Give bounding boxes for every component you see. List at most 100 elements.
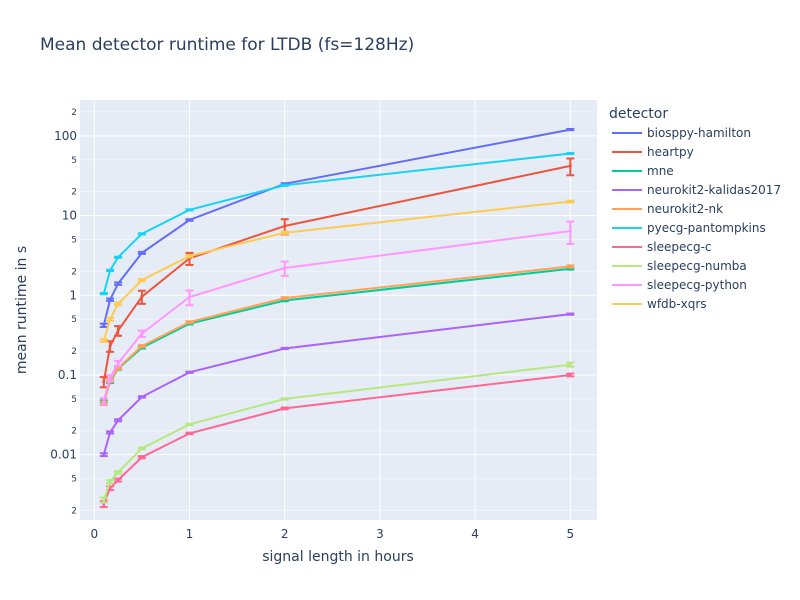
- data-point: [568, 229, 572, 233]
- data-point: [187, 431, 191, 435]
- data-point: [568, 373, 572, 377]
- legend-item-neurokit2-nk[interactable]: neurokit2-nk: [612, 202, 723, 216]
- data-point: [140, 251, 144, 255]
- data-point: [116, 361, 120, 365]
- data-point: [116, 418, 120, 422]
- series-wfdb-xqrs: [99, 199, 575, 343]
- series-neurokit2-kalidas2017: [99, 312, 575, 458]
- data-point: [187, 422, 191, 426]
- y-minor-tick-label: 5: [71, 475, 77, 485]
- legend-item-sleepecg-c[interactable]: sleepecg-c: [612, 240, 712, 254]
- y-tick-label: 0.1: [58, 368, 77, 382]
- legend-label: sleepecg-python: [647, 278, 747, 292]
- series-heartpy: [99, 157, 575, 389]
- data-point: [140, 344, 144, 348]
- x-tick-label: 4: [471, 527, 479, 541]
- y-minor-tick-label: 5: [71, 395, 77, 405]
- data-point: [283, 224, 287, 228]
- legend-label: neurokit2-nk: [647, 202, 723, 216]
- data-point: [283, 266, 287, 270]
- series-pyecg-pantompkins: [99, 151, 575, 296]
- series-sleepecg-numba: [99, 361, 575, 504]
- legend-label: mne: [647, 164, 674, 178]
- plot-background: [80, 100, 597, 520]
- data-point: [568, 312, 572, 316]
- data-point: [108, 480, 112, 484]
- legend-item-pyecg-pantompkins[interactable]: pyecg-pantompkins: [612, 221, 766, 235]
- data-point: [102, 498, 106, 502]
- data-point: [568, 363, 572, 367]
- y-minor-tick-label: 2: [71, 347, 77, 357]
- data-point: [102, 380, 106, 384]
- data-point: [116, 478, 120, 482]
- data-point: [187, 218, 191, 222]
- data-point: [108, 486, 112, 490]
- data-point: [187, 370, 191, 374]
- legend-label: pyecg-pantompkins: [647, 221, 766, 235]
- x-tick-label: 2: [281, 527, 289, 541]
- data-point: [187, 295, 191, 299]
- y-minor-tick-label: 2: [71, 427, 77, 437]
- y-minor-tick-label: 2: [71, 267, 77, 277]
- legend-item-neurokit2-kalidas2017[interactable]: neurokit2-kalidas2017: [612, 183, 781, 197]
- y-tick-label: 100: [54, 129, 77, 143]
- data-point: [102, 453, 106, 457]
- y-tick-label: 0.01: [50, 448, 77, 462]
- data-point: [140, 395, 144, 399]
- data-point: [283, 406, 287, 410]
- x-tick-label: 1: [186, 527, 194, 541]
- data-point: [116, 255, 120, 259]
- data-point: [108, 430, 112, 434]
- legend-item-biosppy-hamilton[interactable]: biosppy-hamilton: [612, 126, 751, 140]
- data-point: [140, 232, 144, 236]
- legend-label: sleepecg-numba: [647, 259, 747, 273]
- error-bar: [566, 220, 575, 245]
- data-point: [108, 268, 112, 272]
- x-tick-label: 5: [567, 527, 575, 541]
- data-point: [102, 339, 106, 343]
- data-point: [568, 200, 572, 204]
- data-point: [568, 164, 572, 168]
- data-point: [140, 455, 144, 459]
- chart-title: Mean detector runtime for LTDB (fs=128Hz…: [40, 35, 414, 55]
- legend-item-sleepecg-python[interactable]: sleepecg-python: [612, 278, 747, 292]
- data-point: [283, 296, 287, 300]
- legend-label: wfdb-xqrs: [647, 297, 707, 311]
- legend-item-heartpy[interactable]: heartpy: [612, 145, 694, 159]
- data-point: [108, 317, 112, 321]
- data-point: [116, 282, 120, 286]
- data-point: [116, 329, 120, 333]
- data-point: [568, 128, 572, 132]
- y-tick-label: 10: [62, 209, 77, 223]
- data-point: [108, 298, 112, 302]
- x-axis-title: signal length in hours: [262, 549, 414, 565]
- x-tick-label: 0: [90, 527, 98, 541]
- data-point: [283, 397, 287, 401]
- legend-label: neurokit2-kalidas2017: [647, 183, 781, 197]
- y-minor-tick-label: 2: [71, 188, 77, 198]
- data-point: [568, 264, 572, 268]
- data-point: [102, 292, 106, 296]
- data-point: [140, 446, 144, 450]
- data-point: [140, 295, 144, 299]
- data-point: [283, 183, 287, 187]
- data-point: [102, 399, 106, 403]
- data-point: [140, 278, 144, 282]
- x-tick-label: 3: [376, 527, 384, 541]
- y-minor-tick-label: 2: [71, 108, 77, 118]
- data-point: [187, 254, 191, 258]
- series-sleepecg-c: [99, 372, 575, 509]
- data-point: [140, 332, 144, 336]
- data-point: [187, 208, 191, 212]
- data-point: [116, 470, 120, 474]
- data-point: [283, 231, 287, 235]
- y-minor-tick-label: 5: [71, 315, 77, 325]
- legend-item-wfdb-xqrs[interactable]: wfdb-xqrs: [612, 297, 707, 311]
- legend-item-sleepecg-numba[interactable]: sleepecg-numba: [612, 259, 747, 273]
- legend-item-mne[interactable]: mne: [612, 164, 674, 178]
- y-minor-tick-label: 5: [71, 236, 77, 246]
- plot-area: 0.01 0.1 1 10 100 2 5 2 5 2 5 2 5 2 5 2 0 1 2 3 4 5: [50, 100, 597, 541]
- legend: detector biosppy-hamilton heartpy mne neuro…: [609, 106, 781, 311]
- data-point: [102, 323, 106, 327]
